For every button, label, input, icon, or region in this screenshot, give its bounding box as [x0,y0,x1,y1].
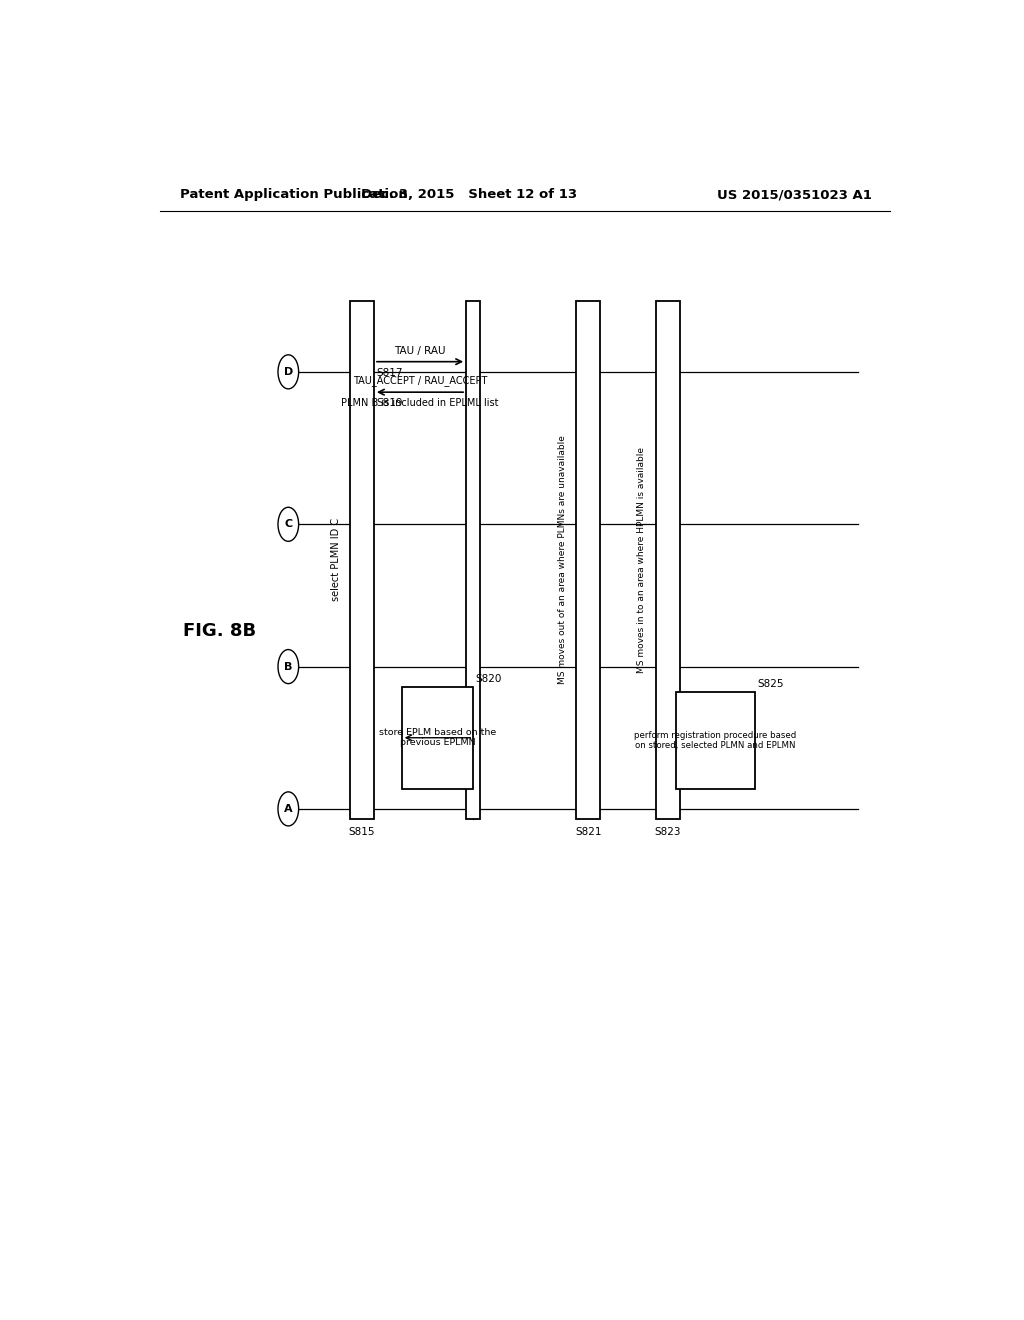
Text: S821: S821 [575,828,601,837]
Text: B: B [284,661,293,672]
Bar [577,301,600,818]
Bar [676,692,755,788]
Bar [655,301,680,818]
Text: Patent Application Publication: Patent Application Publication [179,189,408,202]
Text: S817: S817 [377,368,402,378]
Text: MS moves in to an area where HPLMN is available: MS moves in to an area where HPLMN is av… [637,447,646,673]
Text: C: C [285,519,293,529]
Text: MS moves out of an area where PLMNs are unavailable: MS moves out of an area where PLMNs are … [558,436,566,684]
Text: FIG. 8B: FIG. 8B [182,622,256,640]
Text: S823: S823 [654,828,681,837]
Text: store EPLM based on the
previous EPLMN: store EPLM based on the previous EPLMN [379,729,497,747]
Text: S820: S820 [475,675,502,684]
Text: TAU_ACCEPT / RAU_ACCEPT: TAU_ACCEPT / RAU_ACCEPT [353,375,487,385]
Text: A: A [284,804,293,814]
Text: perform registration procedure based
on stored, selected PLMN and EPLMN: perform registration procedure based on … [634,730,797,750]
Text: select PLMN ID C: select PLMN ID C [331,519,341,602]
Text: Dec. 3, 2015   Sheet 12 of 13: Dec. 3, 2015 Sheet 12 of 13 [361,189,578,202]
Ellipse shape [278,792,299,826]
Text: S825: S825 [758,678,783,689]
Bar [350,301,374,818]
Text: S815: S815 [349,828,376,837]
Text: D: D [284,367,293,376]
Bar [466,301,480,818]
Bar [401,686,473,788]
Text: TAU / RAU: TAU / RAU [394,346,445,355]
Ellipse shape [278,507,299,541]
Text: S819: S819 [377,399,402,408]
Text: US 2015/0351023 A1: US 2015/0351023 A1 [717,189,872,202]
Ellipse shape [278,355,299,389]
Text: PLMN B is included in EPLML list: PLMN B is included in EPLML list [341,399,499,408]
Ellipse shape [278,649,299,684]
